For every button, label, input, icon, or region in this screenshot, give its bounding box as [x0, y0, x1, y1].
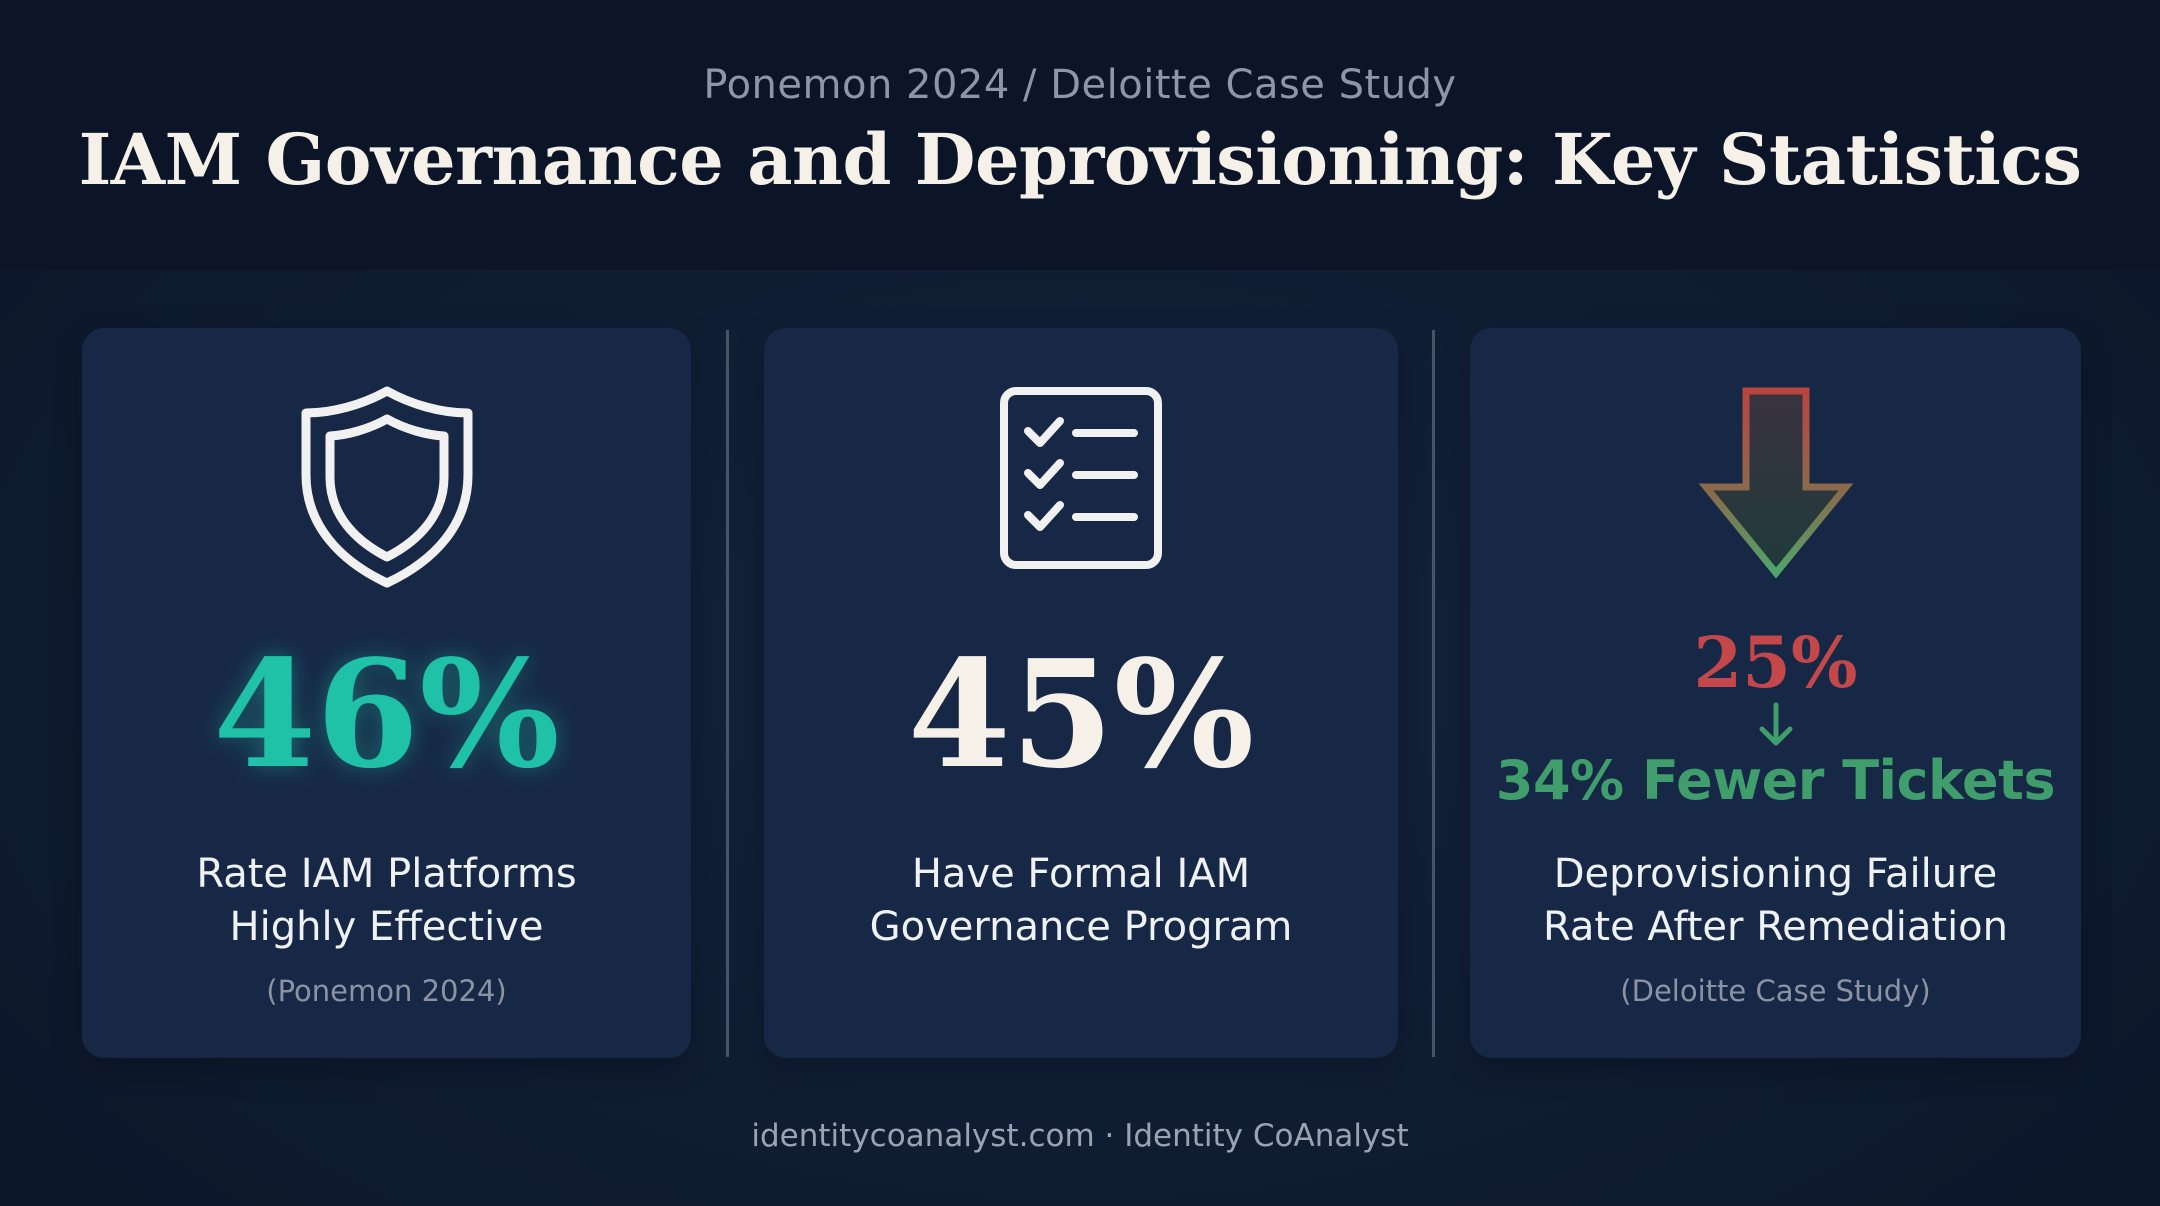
checklist-icon	[1000, 387, 1162, 569]
footer-credit: identitycoanalyst.com · Identity CoAnaly…	[751, 1118, 1409, 1154]
stat-label-line: Have Formal IAM	[911, 851, 1251, 897]
source-line: Ponemon 2024 / Deloitte Case Study	[703, 62, 1457, 108]
divider	[726, 330, 729, 1057]
stat-label-line: Governance Program	[869, 904, 1293, 950]
small-down-arrow-icon	[1759, 702, 1792, 746]
stat-card-governance-program: 45% Have Formal IAM Governance Program	[764, 328, 1398, 1058]
stat-card-deprovisioning: 25% 34% Fewer Tickets Deprovisioning Fai…	[1470, 328, 2081, 1058]
stat-label: Rate IAM Platforms Highly Effective	[82, 848, 691, 954]
checklist-icon-wrap	[764, 383, 1398, 583]
divider	[1432, 330, 1435, 1057]
stat-value-before: 25%	[1693, 621, 1858, 704]
down-arrow-icon-wrap	[1470, 383, 2081, 583]
shield-icon-wrap	[82, 383, 691, 588]
stat-label: Deprovisioning Failure Rate After Remedi…	[1470, 848, 2081, 954]
stat-label-line: Deprovisioning Failure	[1553, 851, 1998, 897]
stat-label-line: Highly Effective	[229, 904, 544, 950]
stat-value: 46%	[213, 627, 560, 801]
stat-label-line: Rate IAM Platforms	[196, 851, 577, 897]
stat-value: 45%	[907, 627, 1255, 801]
stat-label: Have Formal IAM Governance Program	[764, 848, 1398, 954]
page-title: IAM Governance and Deprovisioning: Key S…	[78, 118, 2082, 201]
small-down-arrow-icon-wrap	[1470, 702, 2081, 752]
stat-value-after: 34% Fewer Tickets	[1495, 749, 2056, 812]
stat-card-platform-effectiveness: 46% Rate IAM Platforms Highly Effective …	[82, 328, 691, 1058]
header-band	[0, 0, 2160, 270]
stat-source: (Ponemon 2024)	[266, 974, 507, 1008]
stat-label-line: Rate After Remediation	[1542, 904, 2009, 950]
shield-icon	[301, 386, 472, 588]
down-arrow-icon	[1698, 387, 1853, 579]
stat-source: (Deloitte Case Study)	[1620, 974, 1931, 1008]
